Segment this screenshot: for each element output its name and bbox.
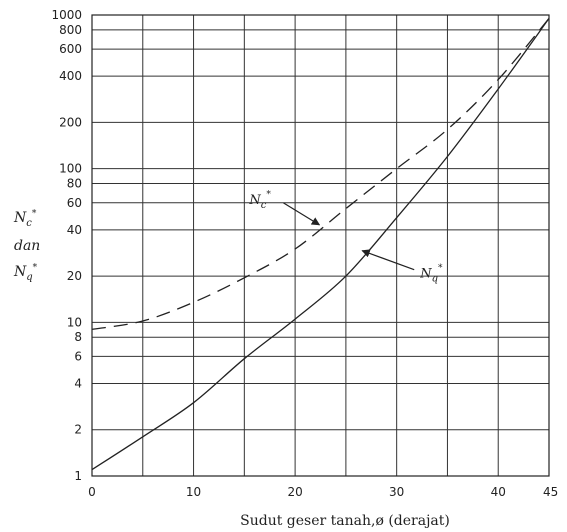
- y-tick-label: 400: [59, 69, 82, 83]
- x-axis-label: Sudut geser tanah,ø (derajat): [240, 513, 450, 529]
- y-tick-label: 800: [59, 23, 82, 37]
- series-lines: [91, 18, 550, 471]
- annotation-arrow: [361, 249, 415, 271]
- y-tick-label: 100: [59, 162, 82, 176]
- annotation-arrow: [283, 202, 321, 226]
- annotation-label-q: Nq*: [419, 264, 443, 285]
- plot-frame: [91, 14, 550, 477]
- series-line-nc: [91, 18, 550, 331]
- y-tick-label: 4: [74, 376, 82, 390]
- svg-text:Nq*: Nq*: [13, 263, 38, 283]
- y-tick-label: 6: [74, 349, 82, 363]
- y-label-dan: dan: [14, 238, 40, 254]
- grid: [92, 14, 549, 477]
- y-tick-label: 80: [67, 177, 82, 191]
- y-axis-label: Nc* dan Nq*: [13, 209, 40, 283]
- y-tick-label: 60: [67, 196, 82, 210]
- y-label-nq: N: [13, 264, 27, 280]
- y-label-nc: N: [13, 210, 27, 226]
- y-tick-label: 40: [67, 223, 82, 237]
- y-tick-label: 600: [59, 42, 82, 56]
- y-tick-label: 1000: [51, 8, 82, 22]
- annotations: Nc* Nq*: [248, 190, 443, 285]
- y-tick-label: 20: [67, 269, 82, 283]
- annotation-label-c: Nc*: [248, 190, 271, 211]
- y-tick-label: 1: [74, 469, 82, 483]
- y-tick-label: 8: [74, 330, 82, 344]
- svg-text:Nc*: Nc*: [13, 209, 37, 229]
- x-tick-label: 10: [186, 485, 201, 499]
- x-tick-label: 40: [491, 485, 506, 499]
- series-line-nq: [91, 18, 550, 471]
- y-tick-label: 2: [74, 423, 82, 437]
- x-tick-label: 20: [287, 485, 302, 499]
- x-tick-label: 0: [88, 485, 96, 499]
- x-tick-labels: 0 10 20 30 40 45: [88, 485, 558, 499]
- y-tick-label: 200: [59, 115, 82, 129]
- y-tick-label: 10: [67, 315, 82, 329]
- x-tick-label: 30: [389, 485, 404, 499]
- x-tick-label: 45: [543, 485, 558, 499]
